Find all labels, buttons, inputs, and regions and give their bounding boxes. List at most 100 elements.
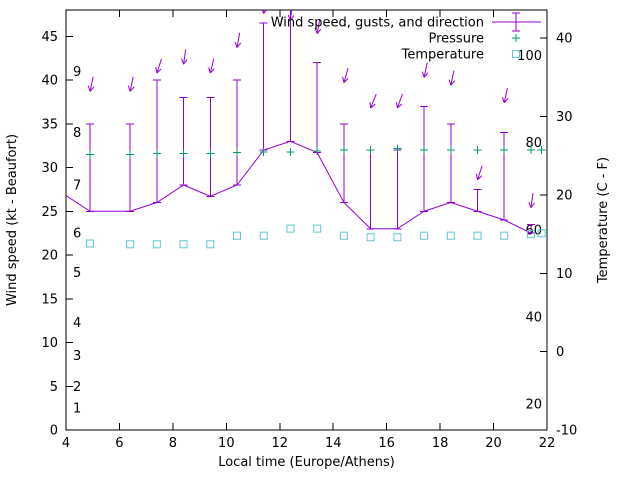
wind-direction-arrow (289, 10, 293, 21)
series-group (66, 10, 546, 249)
temperature-marker (500, 231, 509, 240)
beaufort-scale-label: 5 (73, 266, 81, 281)
beaufort-scale-label: 8 (73, 126, 81, 141)
wind-direction-arrow (263, 10, 265, 14)
temperature-marker (366, 233, 375, 242)
wind-direction-arrow-head (421, 71, 425, 78)
x-tick-label: 4 (62, 436, 70, 451)
wind-direction-arrow-head (503, 97, 509, 104)
beaufort-scale-label: 1 (73, 402, 81, 417)
y-right-tick-label: 30 (556, 110, 573, 125)
wind-direction-arrow-head (127, 85, 131, 92)
wind-direction-arrow-head (475, 173, 479, 180)
x-tick-label: 20 (485, 436, 502, 451)
wind-direction-arrow-head (129, 86, 135, 92)
wind-direction-arrow (129, 76, 134, 92)
wind-direction-arrow (343, 68, 349, 83)
wind-direction-arrow-head (369, 101, 372, 109)
fahrenheit-scale-label: 100 (517, 49, 542, 64)
y-left-tick-label: 30 (41, 161, 58, 176)
y-right-tick-label: -10 (556, 424, 577, 439)
x-tick-label: 16 (378, 436, 395, 451)
wind-direction-arrow-head (180, 58, 185, 65)
y-right-tick-label: 40 (556, 32, 573, 47)
y-right-tick-label: 0 (556, 345, 564, 360)
temperature-marker (537, 229, 546, 238)
wind-direction-arrow-head (209, 68, 215, 74)
temperature-marker (86, 239, 95, 248)
x-tick-label: 6 (115, 436, 123, 451)
x-tick-label: 12 (272, 436, 289, 451)
beaufort-scale-label: 2 (73, 380, 81, 395)
wind-direction-arrow-head (87, 85, 91, 92)
wind-direction-arrow-head (450, 80, 456, 86)
y-left-tick-label: 35 (41, 117, 58, 132)
wind-direction-arrow-head (528, 201, 532, 208)
wind-speed-line (66, 140, 532, 234)
x-tick-label: 8 (169, 436, 177, 451)
temperature-marker (286, 224, 295, 233)
wind-direction-arrow-head (208, 67, 211, 74)
legend-label-temperature: Temperature (401, 48, 484, 63)
wind-direction-arrow-head (448, 79, 452, 86)
wind-direction-arrow-head (530, 202, 535, 209)
x-tick-label: 18 (432, 436, 449, 451)
temperature-marker (233, 231, 242, 240)
wind-direction-arrow-head (477, 175, 483, 181)
x-tick-label: 10 (218, 436, 235, 451)
y-left-tick-label: 0 (50, 424, 58, 439)
wind-direction-arrow-head (156, 68, 162, 74)
wind-direction-arrow-head (342, 76, 345, 83)
beaufort-scale-label: 6 (73, 227, 81, 242)
y-right-tick-label: 20 (556, 188, 573, 203)
temperature-marker (126, 240, 135, 249)
wind-direction-arrow-head (236, 42, 242, 48)
wind-direction-arrow-head (395, 101, 398, 109)
beaufort-scale-label: 9 (73, 65, 81, 80)
wind-direction-arrow-head (155, 67, 158, 74)
wind-direction-arrow-head (370, 103, 376, 109)
wind-direction-arrow (236, 32, 241, 48)
temperature-marker (420, 231, 429, 240)
wind-direction-arrow (156, 58, 162, 74)
wind-direction-arrow-head (316, 28, 322, 34)
x-tick-label: 22 (539, 436, 556, 451)
temperature-marker (313, 224, 322, 233)
fahrenheit-scale-label: 20 (525, 397, 542, 412)
wind-direction-arrow-head (287, 14, 291, 21)
wind-direction-arrow (209, 58, 215, 74)
wind-direction-arrow (370, 93, 377, 109)
wind-direction-arrow (183, 49, 187, 65)
y-left-tick-label: 20 (41, 249, 58, 264)
plot-border (65, 9, 548, 431)
wind-direction-arrow (503, 87, 508, 103)
temperature-marker (526, 230, 535, 239)
wind-direction-arrow (530, 192, 534, 208)
wind-direction-arrow (477, 165, 483, 180)
y-left-tick-label: 25 (41, 205, 58, 220)
legend-sample-temperature (512, 50, 520, 58)
wind-direction-arrow-head (314, 27, 318, 34)
wind-direction-arrow-head (502, 96, 505, 103)
y-left-tick-label: 15 (41, 292, 58, 307)
temperature-marker (259, 231, 268, 240)
fahrenheit-scale-label: 40 (525, 310, 542, 325)
wind-direction-arrow (423, 62, 428, 78)
wind-direction-arrow-head (290, 15, 295, 21)
temperature-marker (446, 231, 455, 240)
wind-direction-arrow (396, 93, 403, 109)
legend-label-wind: Wind speed, gusts, and direction (271, 16, 484, 31)
wind-direction-arrow-head (261, 10, 265, 14)
temperature-marker (473, 231, 482, 240)
wind-direction-arrow-head (89, 86, 95, 92)
temperature-marker (179, 240, 188, 249)
wind-direction-arrow-head (234, 41, 238, 48)
temperature-marker (393, 233, 402, 242)
y-left-tick-label: 40 (41, 74, 58, 89)
y-left-tick-label: 10 (41, 336, 58, 351)
beaufort-scale-label: 7 (73, 179, 81, 194)
temperature-marker (152, 240, 161, 249)
y-left-tick-label: 5 (50, 380, 58, 395)
y-left-axis-title: Wind speed (kt - Beaufort) (5, 134, 20, 306)
